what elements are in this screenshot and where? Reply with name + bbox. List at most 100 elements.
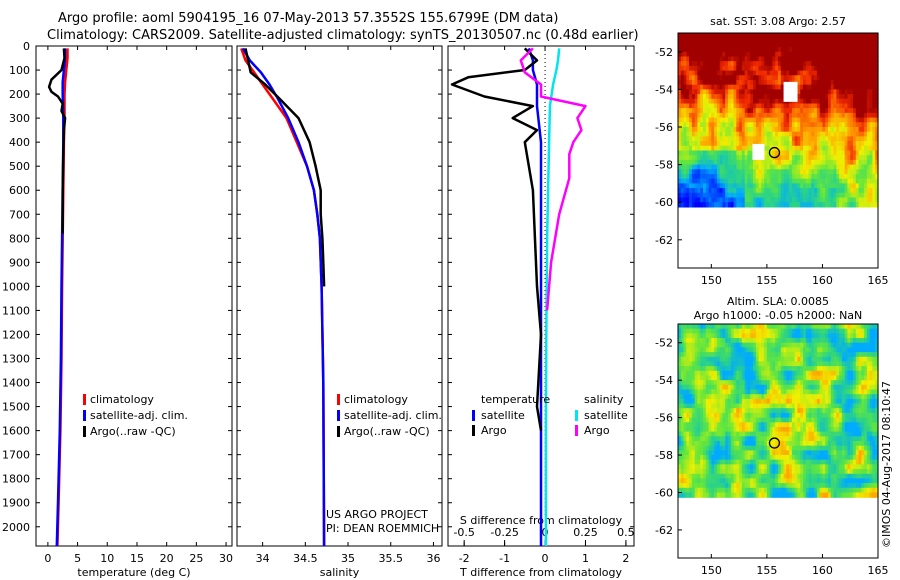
map-cell: [758, 136, 762, 142]
map-cell: [780, 338, 785, 344]
map-cell: [711, 445, 715, 451]
map-cell: [744, 98, 749, 105]
map-cell: [858, 169, 862, 175]
map-cell: [755, 61, 760, 67]
map-cell: [725, 75, 729, 81]
map-cell: [689, 141, 693, 147]
map-cell: [755, 380, 760, 386]
map-cell: [719, 155, 724, 161]
map-cell: [705, 328, 710, 334]
map-cell: [841, 450, 846, 456]
map-cell: [764, 47, 768, 53]
map-cell: [872, 174, 876, 180]
depth-tick-label: 1600: [2, 425, 30, 438]
map-cell: [783, 324, 787, 330]
map-cell: [844, 197, 849, 203]
map-cell: [703, 380, 707, 386]
map-cell: [694, 89, 699, 95]
map-cell: [680, 427, 685, 433]
map-cell: [772, 159, 776, 166]
map-cell: [722, 117, 726, 123]
map-cell: [758, 422, 762, 428]
map-cell: [691, 56, 696, 62]
map-cell: [761, 174, 765, 180]
map-cell: [730, 422, 735, 428]
map-cell: [697, 342, 701, 348]
map-cell: [744, 155, 749, 161]
map-cell: [739, 384, 743, 391]
map-cell: [705, 412, 710, 419]
map-cell: [697, 417, 701, 423]
map-cell: [855, 431, 860, 437]
map-cell: [805, 197, 810, 203]
map-cell: [711, 47, 715, 53]
map-cell: [800, 103, 804, 109]
map-cell: [775, 380, 779, 386]
map-cell: [683, 37, 687, 43]
map-cell: [730, 65, 735, 72]
map-cell: [728, 174, 732, 180]
map-cell: [697, 352, 701, 358]
map-cell: [786, 103, 790, 109]
map-cell: [700, 361, 704, 367]
map-cell: [836, 394, 840, 400]
map-cell: [789, 328, 793, 334]
map-cell: [678, 47, 682, 53]
map-cell: [836, 366, 840, 372]
map-cell: [811, 356, 815, 363]
map-cell: [861, 103, 865, 109]
map-cell: [800, 380, 804, 386]
map-cell: [847, 169, 851, 175]
map-cell: [755, 417, 760, 423]
map-cell: [761, 412, 765, 419]
map-cell: [711, 389, 715, 395]
map-cell: [755, 366, 760, 372]
map-cell: [753, 380, 757, 386]
map-cell: [733, 127, 737, 133]
map-cell: [683, 108, 687, 114]
map-cell: [725, 403, 729, 409]
map-cell: [730, 56, 735, 62]
map-cell: [689, 131, 693, 137]
map-cell: [819, 84, 824, 90]
map-cell: [836, 122, 840, 128]
map-cell: [703, 65, 707, 72]
map-cell: [700, 356, 704, 363]
map-cell: [814, 431, 818, 437]
map-cell: [808, 150, 812, 156]
map-cell: [703, 394, 707, 400]
map-cell: [736, 197, 740, 203]
map-cell: [711, 342, 715, 348]
map-cell: [697, 159, 701, 166]
map-cell: [864, 375, 868, 381]
map-cell: [847, 159, 851, 166]
map-cell: [791, 178, 796, 184]
map-cell: [769, 136, 774, 142]
map-cell: [761, 98, 765, 105]
map-cell: [800, 431, 804, 437]
map-cell: [689, 84, 693, 90]
map-cell: [797, 441, 801, 447]
map-cell: [786, 127, 790, 133]
map-cell: [739, 408, 743, 414]
map-cell: [816, 164, 821, 170]
map-cell: [808, 89, 812, 95]
map-cell: [722, 455, 726, 461]
map-cell: [775, 42, 779, 48]
map-cell: [697, 188, 701, 194]
map-cell: [794, 356, 799, 363]
depth-tick-label: 500: [9, 160, 30, 173]
map-cell: [841, 394, 846, 400]
map-cell: [828, 56, 832, 62]
map-cell: [697, 141, 701, 147]
map-cell: [686, 366, 690, 372]
map-cell: [730, 75, 735, 81]
map-cell: [822, 127, 826, 133]
map-cell: [741, 370, 746, 377]
map-cell: [844, 338, 849, 344]
map-cell: [744, 427, 749, 433]
map-cell: [680, 150, 685, 156]
map-cell: [775, 84, 779, 90]
map-cell: [828, 178, 832, 184]
map-cell: [791, 394, 796, 400]
